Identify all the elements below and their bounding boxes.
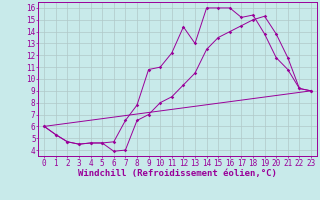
X-axis label: Windchill (Refroidissement éolien,°C): Windchill (Refroidissement éolien,°C) <box>78 169 277 178</box>
